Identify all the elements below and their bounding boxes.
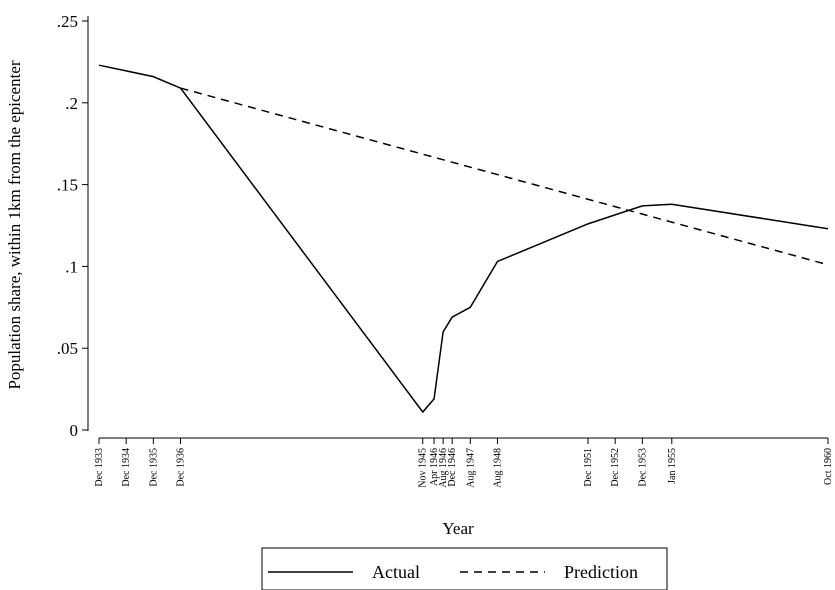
x-tick-label: Aug 1948 — [492, 448, 503, 488]
y-tick-label: .1 — [65, 257, 78, 276]
x-tick-label: Oct 1960 — [823, 448, 834, 485]
y-tick-label: .05 — [57, 339, 78, 358]
y-axis-title: Population share, within 1km from the ep… — [5, 60, 24, 389]
x-tick-label: Dec 1934 — [121, 448, 132, 487]
x-tick-label: Aug 1946 — [438, 448, 449, 488]
x-tick-label: Apr 1946 — [429, 448, 440, 486]
x-tick-label: Dec 1951 — [583, 448, 594, 487]
x-tick-label: Dec 1946 — [447, 448, 458, 487]
series-line — [98, 64, 829, 414]
x-tick-label: Dec 1935 — [148, 448, 159, 487]
x-tick-label: Dec 1952 — [610, 448, 621, 487]
legend-label: Prediction — [564, 562, 638, 582]
x-tick-label: Aug 1947 — [465, 448, 476, 488]
series-line — [180, 87, 829, 266]
x-tick-label: Nov 1945 — [418, 448, 429, 488]
y-tick-label: .15 — [57, 176, 78, 195]
x-tick-label: Dec 1953 — [637, 448, 648, 487]
x-tick-label: Jan 1955 — [667, 448, 678, 484]
y-tick-label: .2 — [65, 94, 78, 113]
x-tick-label: Dec 1936 — [176, 448, 187, 487]
legend-label: Actual — [372, 562, 420, 582]
x-tick-label: Dec 1933 — [94, 448, 105, 487]
y-tick-label: .25 — [57, 12, 78, 31]
x-axis-title: Year — [442, 519, 474, 538]
y-tick-label: 0 — [70, 421, 79, 440]
legend — [261, 547, 668, 590]
